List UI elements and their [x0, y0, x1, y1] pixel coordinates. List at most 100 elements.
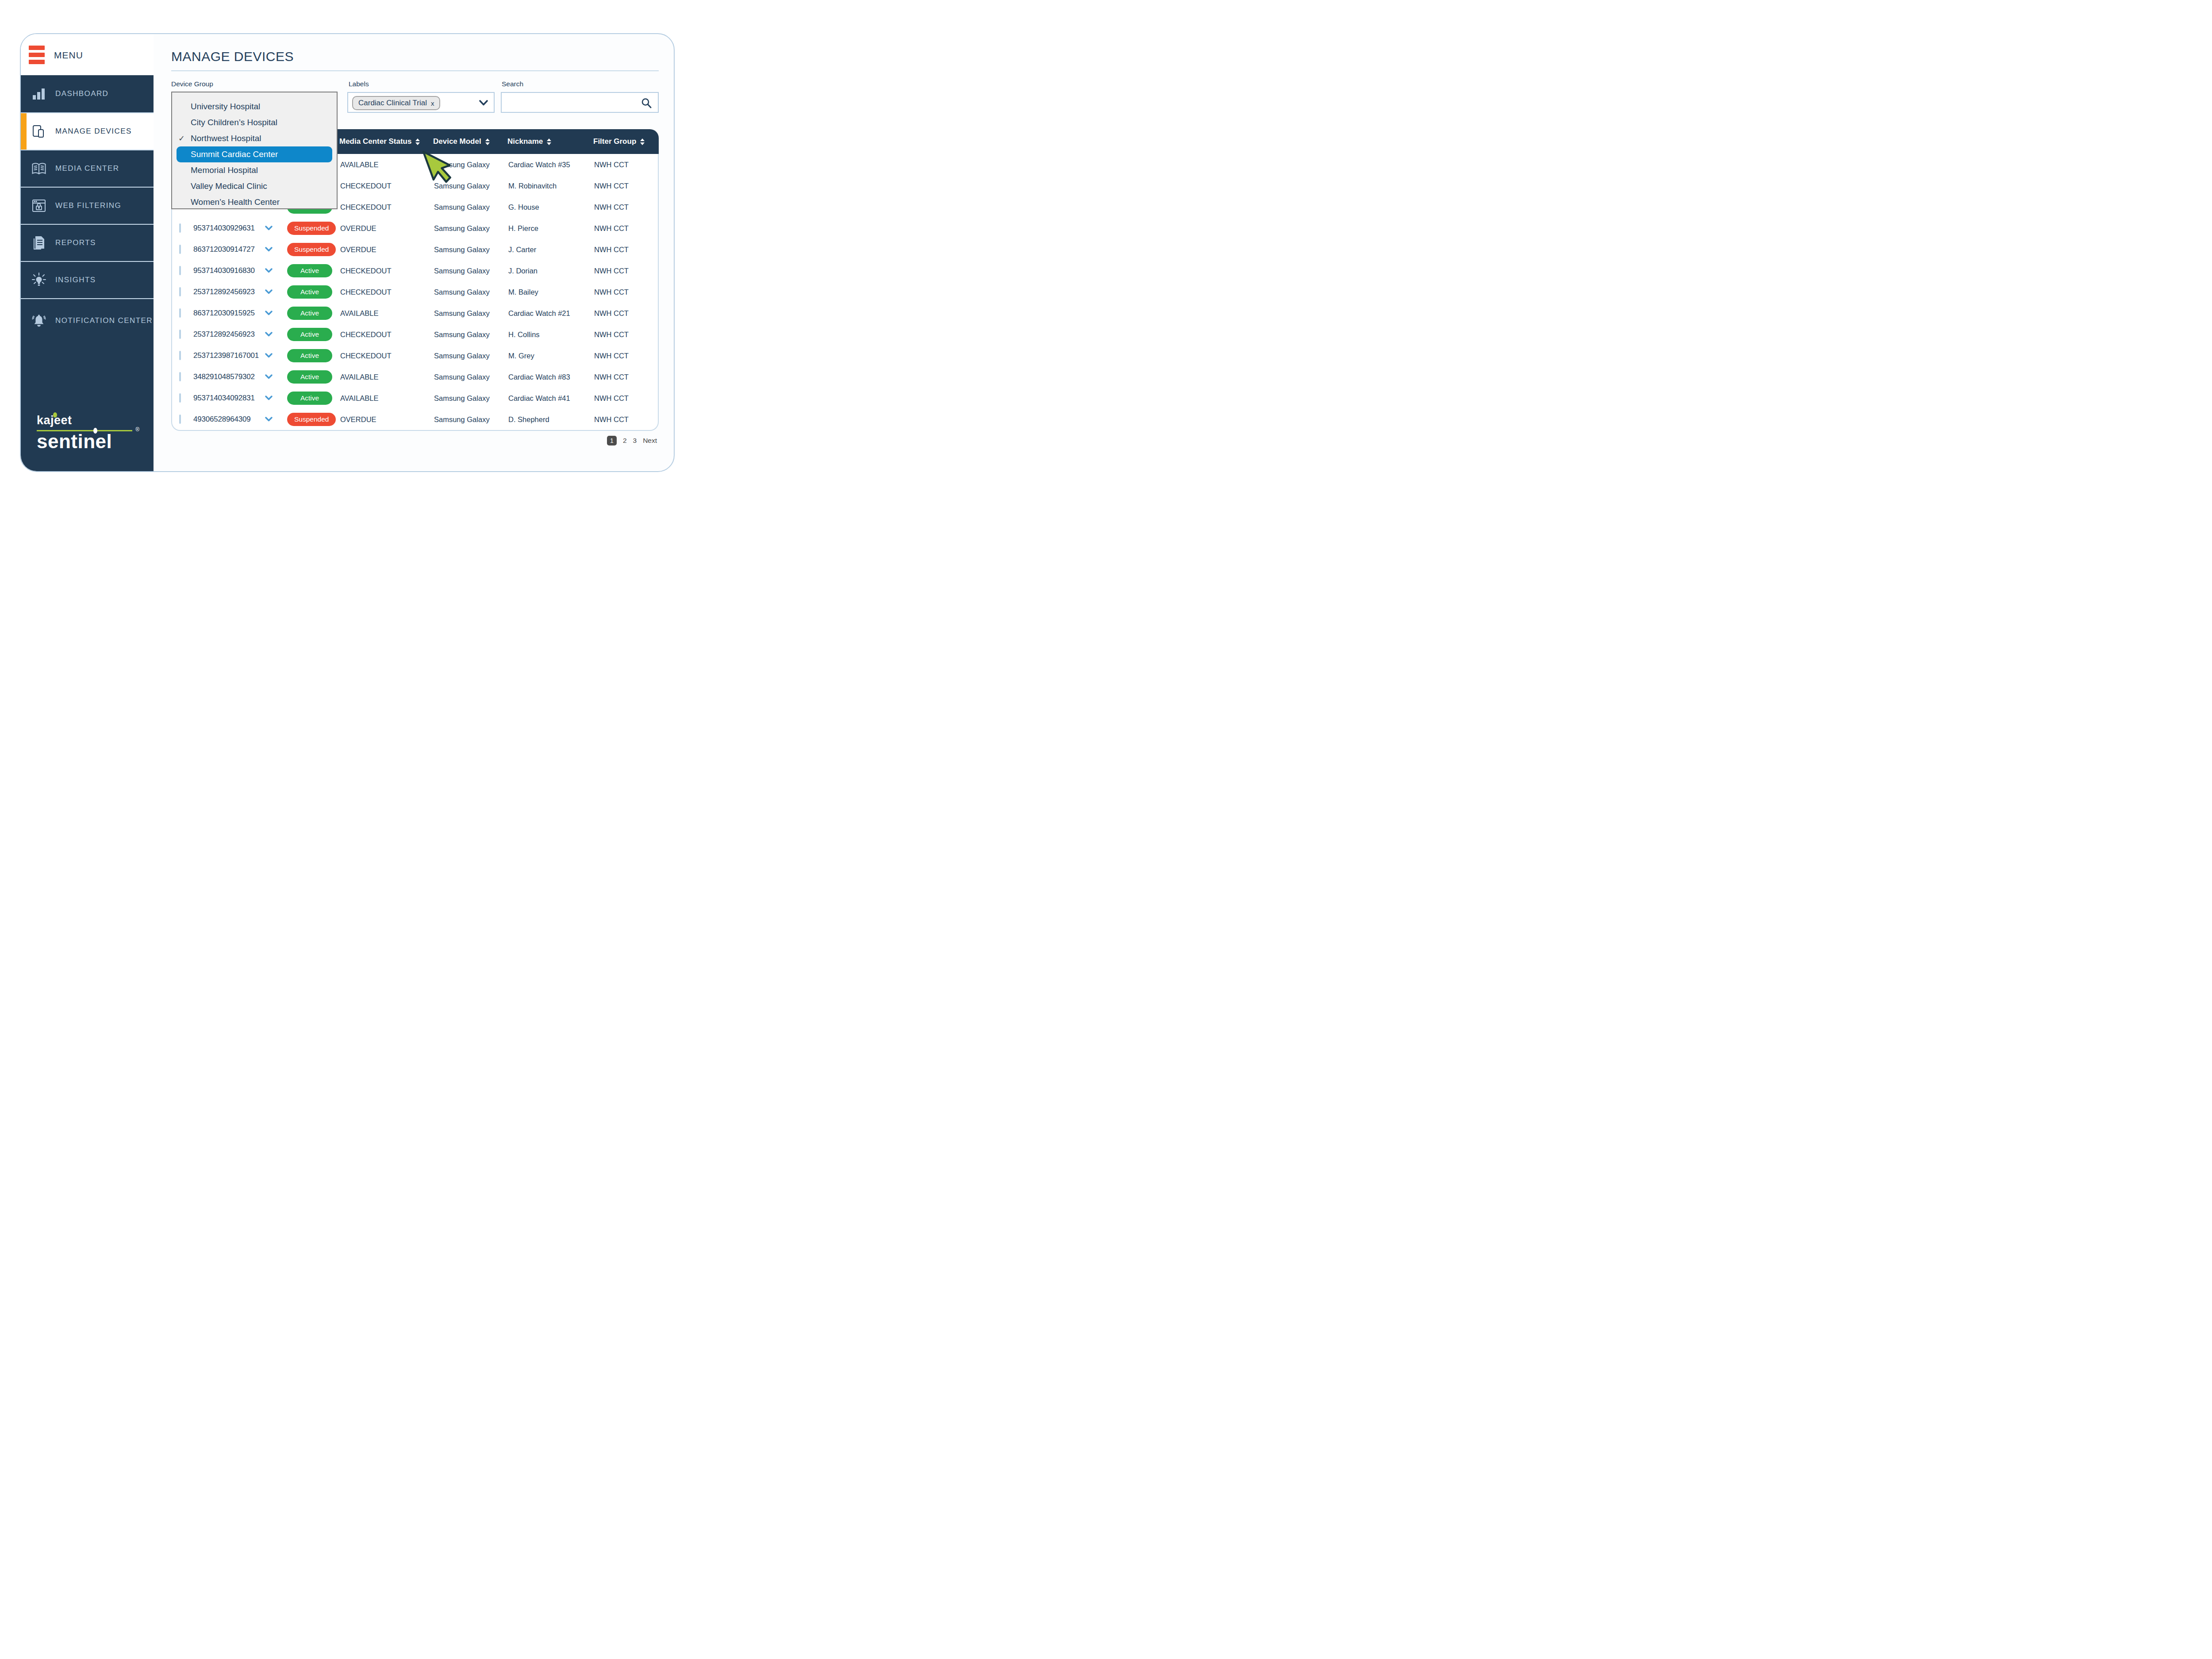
nickname: M. Bailey: [508, 288, 594, 296]
row-checkbox[interactable]: [179, 393, 181, 403]
sidebar-item-web-filtering[interactable]: WEB FILTERING: [21, 187, 154, 224]
main-content: MANAGE DEVICES Device Group Labels Searc…: [154, 34, 674, 471]
row-checkbox[interactable]: [179, 245, 181, 254]
dropdown-option[interactable]: City Children’s Hospital: [172, 115, 337, 131]
media-center-status: OVERDUE: [340, 246, 434, 254]
bell-icon: [31, 314, 46, 328]
sort-icon[interactable]: [547, 138, 551, 145]
row-chevron-down-icon[interactable]: [265, 394, 282, 402]
column-header[interactable]: Nickname: [507, 137, 593, 146]
logo-rule: ®: [37, 430, 132, 431]
dropdown-option[interactable]: ✓ Northwest Hospital: [172, 131, 337, 146]
sort-icon[interactable]: [640, 138, 645, 145]
dropdown-option[interactable]: Valley Medical Clinic: [172, 178, 337, 194]
row-chevron-down-icon[interactable]: [265, 288, 282, 296]
open-book-icon: [31, 162, 46, 175]
chip-remove-icon[interactable]: x: [431, 100, 434, 107]
row-checkbox[interactable]: [179, 266, 181, 275]
sidebar-item-manage-devices[interactable]: MANAGE DEVICES: [21, 112, 154, 150]
chevron-down-icon[interactable]: [479, 100, 488, 108]
dropdown-option-label: University Hospital: [191, 102, 260, 111]
kajeet-sentinel-logo: kajeet ® sentinel: [37, 414, 138, 452]
row-checkbox[interactable]: [179, 223, 181, 233]
media-center-status: CHECKEDOUT: [340, 330, 434, 339]
status-badge: Active: [287, 307, 332, 320]
dropdown-option[interactable]: Summit Cardiac Center: [177, 146, 332, 162]
sidebar-item-reports[interactable]: REPORTS: [21, 224, 154, 261]
table-row: 953714030916830 Active CHECKEDOUT Samsun…: [172, 260, 658, 281]
row-chevron-down-icon[interactable]: [265, 415, 282, 423]
row-checkbox[interactable]: [179, 330, 181, 339]
search-icon[interactable]: [641, 97, 652, 111]
column-header-label: Device Model: [433, 137, 481, 146]
sort-icon[interactable]: [415, 138, 420, 145]
status-badge: Active: [287, 264, 332, 277]
row-chevron-down-icon[interactable]: [265, 224, 282, 232]
dropdown-option[interactable]: Women’s Health Center: [172, 194, 337, 210]
logo-white-dot: [93, 428, 97, 434]
nickname: G. House: [508, 203, 594, 211]
column-header-label: Filter Group: [593, 137, 636, 146]
sidebar-item-notification-center[interactable]: NOTIFICATION CENTER: [21, 298, 154, 342]
row-checkbox[interactable]: [179, 372, 181, 381]
hamburger-menu-icon[interactable]: [29, 46, 45, 64]
sidebar-item-label: NOTIFICATION CENTER: [55, 316, 153, 326]
device-group-label: Device Group: [171, 80, 213, 88]
sidebar-item-dashboard[interactable]: DASHBOARD: [21, 75, 154, 112]
sidebar-item-label: MEDIA CENTER: [55, 164, 119, 174]
row-chevron-down-icon[interactable]: [265, 352, 282, 360]
sort-icon[interactable]: [485, 138, 490, 145]
table-row: 953714034092831 Active AVAILABLE Samsung…: [172, 388, 658, 409]
device-model: Samsung Galaxy: [434, 330, 508, 339]
filter-group: NWH CCT: [594, 224, 658, 233]
search-input[interactable]: [501, 92, 659, 113]
row-chevron-down-icon[interactable]: [265, 373, 282, 381]
row-checkbox[interactable]: [179, 415, 181, 424]
column-header[interactable]: Device Model: [433, 137, 507, 146]
column-header[interactable]: Media Center Status: [339, 137, 433, 146]
device-model: Samsung Galaxy: [434, 415, 508, 424]
sidebar-item-label: MANAGE DEVICES: [55, 127, 132, 137]
filter-group: NWH CCT: [594, 330, 658, 339]
row-checkbox[interactable]: [179, 351, 181, 360]
row-chevron-down-icon[interactable]: [265, 267, 282, 275]
browser-lock-icon: [31, 199, 46, 213]
search-label: Search: [502, 80, 523, 88]
media-center-status: AVAILABLE: [340, 309, 434, 318]
media-center-status: CHECKEDOUT: [340, 352, 434, 360]
device-model: Samsung Galaxy: [434, 267, 508, 275]
media-center-status: CHECKEDOUT: [340, 267, 434, 275]
column-header[interactable]: Filter Group: [593, 137, 659, 146]
nickname: Cardiac Watch #41: [508, 394, 594, 403]
devices-icon: [31, 124, 46, 138]
device-model: Samsung Galaxy: [434, 373, 508, 381]
row-chevron-down-icon[interactable]: [265, 246, 282, 253]
logo-product: sentinel: [37, 431, 138, 452]
labels-chip-text: Cardiac Clinical Trial: [358, 99, 427, 108]
row-checkbox[interactable]: [179, 308, 181, 318]
filter-group: NWH CCT: [594, 203, 658, 211]
menu-header: MENU: [21, 34, 154, 75]
page-2-button[interactable]: 2: [623, 437, 627, 445]
filter-group: NWH CCT: [594, 161, 658, 169]
row-chevron-down-icon[interactable]: [265, 330, 282, 338]
dropdown-option[interactable]: Memorial Hospital: [172, 162, 337, 178]
dropdown-option[interactable]: University Hospital: [172, 99, 337, 115]
page-3-button[interactable]: 3: [633, 437, 637, 445]
labels-chip[interactable]: Cardiac Clinical Trial x: [352, 96, 440, 110]
row-checkbox[interactable]: [179, 287, 181, 296]
table-row: 953714030929631 Suspended OVERDUE Samsun…: [172, 218, 658, 239]
filter-group: NWH CCT: [594, 394, 658, 403]
media-center-status: CHECKEDOUT: [340, 203, 434, 211]
next-page-button[interactable]: Next: [643, 437, 657, 445]
labels-select[interactable]: Cardiac Clinical Trial x: [347, 92, 495, 113]
device-group-dropdown: University Hospital City Children’s Hosp…: [171, 92, 338, 209]
row-chevron-down-icon[interactable]: [265, 309, 282, 317]
page-1-button[interactable]: 1: [607, 436, 617, 445]
status-badge: Active: [287, 392, 332, 405]
registered-mark: ®: [135, 426, 139, 433]
sidebar-item-insights[interactable]: INSIGHTS: [21, 261, 154, 298]
table-row: 348291048579302 Active AVAILABLE Samsung…: [172, 366, 658, 388]
dropdown-option-label: Valley Medical Clinic: [191, 181, 267, 191]
sidebar-item-media-center[interactable]: MEDIA CENTER: [21, 150, 154, 187]
